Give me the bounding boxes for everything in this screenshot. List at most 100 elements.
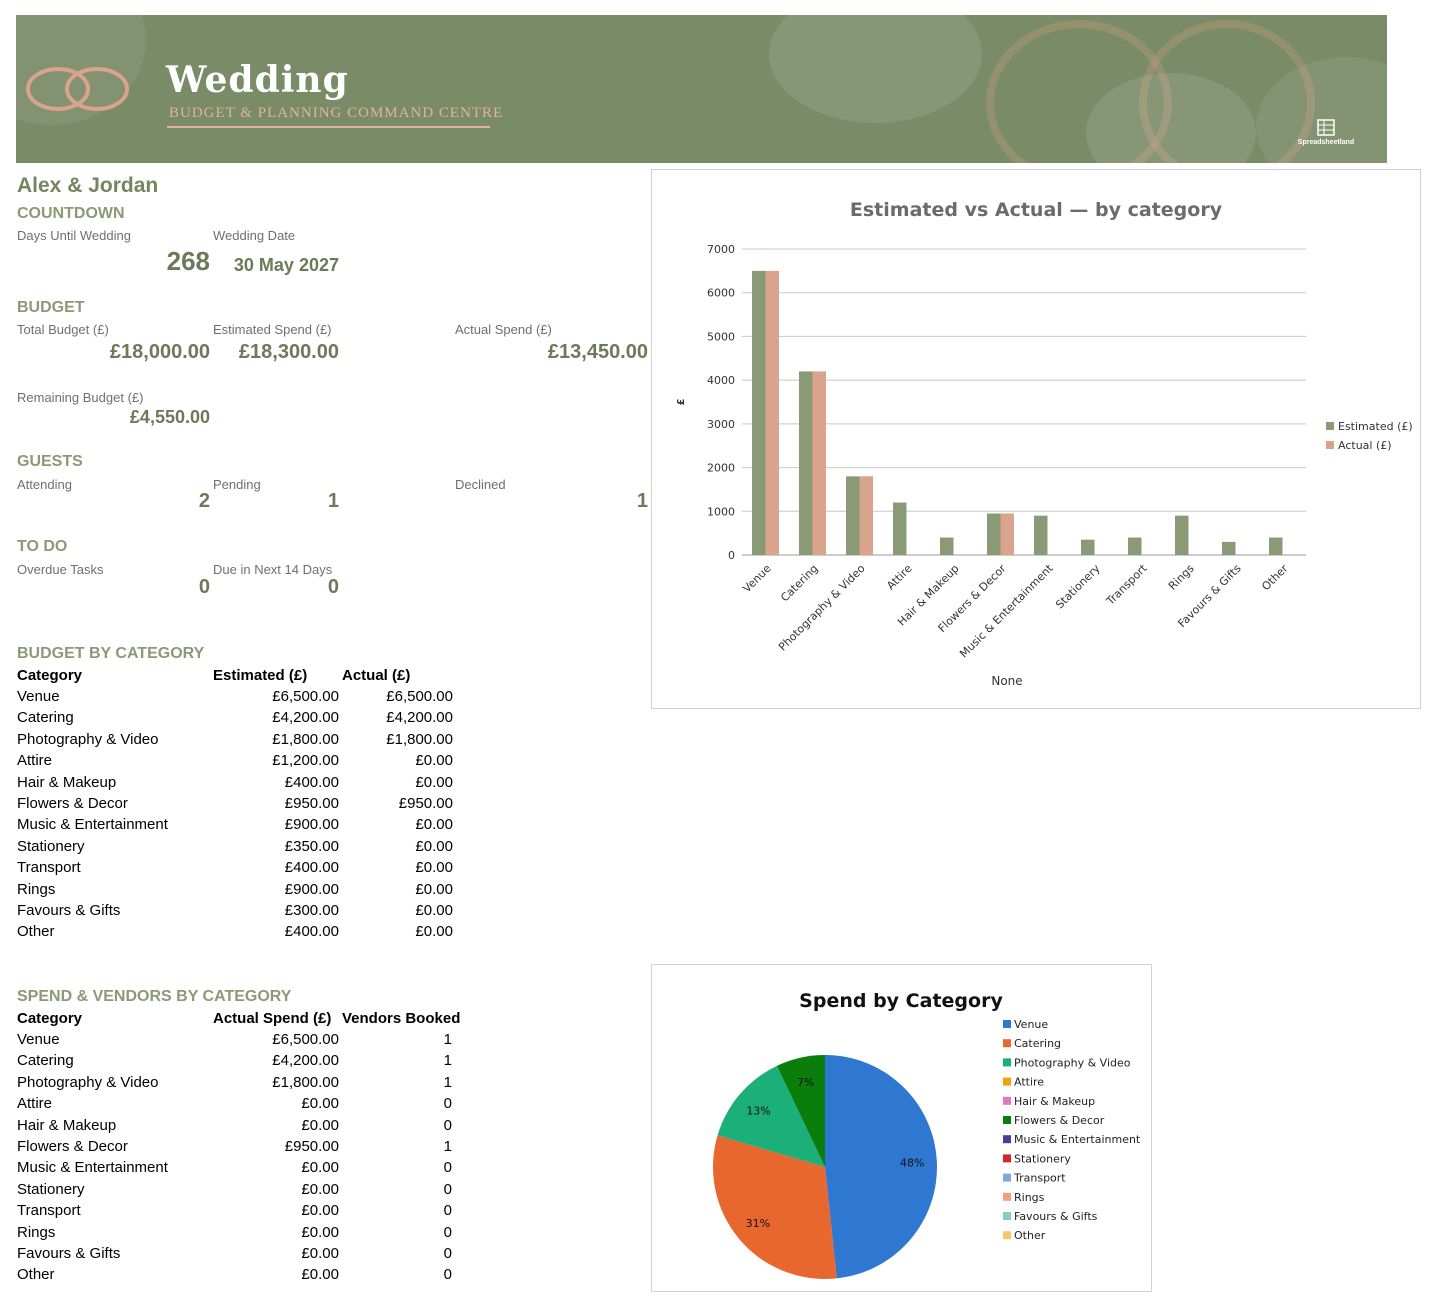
value-cell: £0.00 — [301, 1116, 339, 1134]
bar-actual — [859, 476, 873, 555]
value-cell-secondary: 0 — [443, 1159, 452, 1177]
legend-swatch — [1003, 1154, 1011, 1163]
value-cell-secondary: £0.00 — [415, 816, 453, 834]
x-tick-label: Music & Entertainment — [957, 561, 1056, 660]
category-cell: Photography & Video — [17, 1073, 159, 1091]
bar-estimated — [1034, 515, 1048, 555]
spend-vendors-table: Category Actual Spend (£) Vendors Booked… — [17, 1010, 467, 1288]
value-cell: £400.00 — [284, 923, 339, 941]
pie-slice — [717, 1065, 825, 1167]
table-row: Stationery £0.00 0 — [17, 1181, 467, 1202]
y-tick-label: 1000 — [707, 505, 735, 518]
value-cell-secondary: 0 — [443, 1202, 452, 1220]
attending-label: Attending — [17, 477, 72, 492]
vendor-table-heading: SPEND & VENDORS BY CATEGORY — [17, 988, 292, 1005]
banner-decor-circle — [1086, 73, 1256, 163]
pie-slice — [713, 1135, 837, 1279]
legend-label: Hair & Makeup — [1014, 1095, 1095, 1108]
value-cell-secondary: 1 — [443, 1052, 452, 1070]
value-cell-secondary: 0 — [443, 1180, 452, 1198]
value-cell: £0.00 — [301, 1244, 339, 1262]
value-cell: £0.00 — [301, 1180, 339, 1198]
category-cell: Stationery — [17, 1180, 85, 1198]
table-row: Venue £6,500.00 £6,500.00 — [17, 688, 457, 709]
value-cell: £900.00 — [284, 816, 339, 834]
table-row: Catering £4,200.00 1 — [17, 1052, 467, 1073]
bar-estimated — [1175, 515, 1189, 555]
estimated-spend-label: Estimated Spend (£) — [213, 322, 332, 337]
category-cell: Flowers & Decor — [17, 1137, 128, 1155]
table-row: Other £0.00 0 — [17, 1266, 467, 1287]
slice-label: 31% — [746, 1217, 770, 1230]
value-cell-secondary: 0 — [443, 1244, 452, 1262]
value-cell-secondary: £0.00 — [415, 752, 453, 770]
pending-value: 1 — [327, 490, 339, 512]
value-cell: £1,800.00 — [272, 1073, 339, 1091]
legend-swatch — [1003, 1020, 1011, 1028]
overdue-tasks-value: 0 — [198, 576, 210, 598]
remaining-budget-value: £4,550.00 — [129, 407, 210, 427]
legend-label: Stationery — [1014, 1152, 1071, 1165]
legend-swatch — [1003, 1116, 1011, 1124]
table-row: Favours & Gifts £0.00 0 — [17, 1245, 467, 1266]
spend-by-category-chart: Spend by Category 48% 31% 13% 7% Venue Caterin… — [713, 990, 1141, 1279]
value-cell-secondary: 1 — [443, 1031, 452, 1048]
legend-label: Attire — [1014, 1076, 1044, 1089]
table-row: Attire £0.00 0 — [17, 1095, 467, 1116]
column-header: Actual Spend (£) — [213, 1010, 332, 1027]
estimated-spend-value: £18,300.00 — [238, 341, 339, 363]
slice-label: 48% — [900, 1156, 924, 1169]
table-row: Favours & Gifts £300.00 £0.00 — [17, 902, 457, 923]
table-row: Flowers & Decor £950.00 1 — [17, 1138, 467, 1159]
value-cell-secondary: £0.00 — [415, 901, 453, 919]
table-row: Music & Entertainment £0.00 0 — [17, 1159, 467, 1180]
category-cell: Venue — [17, 688, 60, 705]
couple-names: Alex & Jordan — [17, 174, 159, 197]
x-tick-label: Attire — [884, 562, 915, 593]
value-cell-secondary: £0.00 — [415, 773, 453, 791]
value-cell: £950.00 — [284, 794, 339, 812]
table-body: Venue £6,500.00 £6,500.00 Catering £4,200.00… — [17, 688, 457, 945]
legend-label: Rings — [1014, 1191, 1045, 1204]
y-tick-label: 0 — [728, 549, 735, 562]
budget-heading: BUDGET — [17, 299, 85, 316]
logo-text: Spreadsheetland — [1297, 139, 1355, 146]
countdown-heading: COUNTDOWN — [17, 205, 125, 222]
remaining-budget-label: Remaining Budget (£) — [17, 390, 144, 405]
pending-label: Pending — [213, 477, 261, 492]
category-cell: Music & Entertainment — [17, 816, 168, 834]
legend-swatch — [1326, 422, 1334, 430]
value-cell: £900.00 — [284, 880, 339, 898]
legend-label: Catering — [1014, 1037, 1061, 1050]
y-tick-label: 3000 — [707, 418, 735, 431]
category-cell: Rings — [17, 1223, 56, 1241]
bar-chart-container[interactable]: Estimated vs Actual — by category 0 1000 20… — [651, 169, 1421, 709]
legend-label: Photography & Video — [1014, 1056, 1131, 1069]
legend-swatch — [1003, 1231, 1011, 1240]
value-cell: £0.00 — [301, 1159, 339, 1177]
value-cell-secondary: £0.00 — [415, 923, 453, 941]
column-header: Actual (£) — [342, 667, 411, 684]
spreadsheetland-logo: Spreadsheetland — [1291, 119, 1361, 151]
value-cell-secondary: £0.00 — [415, 837, 453, 855]
y-tick-label: 2000 — [707, 462, 735, 475]
pie-chart-container[interactable]: Spend by Category 48% 31% 13% 7% Venue Caterin… — [651, 964, 1152, 1292]
category-cell: Attire — [17, 1095, 53, 1113]
slice-label: 7% — [797, 1076, 814, 1089]
pie-slice — [825, 1055, 938, 1279]
y-axis-label: £ — [676, 398, 687, 405]
category-cell: Attire — [17, 752, 53, 770]
category-cell: Catering — [17, 709, 74, 727]
y-tick-label: 5000 — [707, 330, 735, 343]
table-row: Transport £0.00 0 — [17, 1202, 467, 1223]
banner-subtitle: BUDGET & PLANNING COMMAND CENTRE — [169, 105, 504, 121]
legend-label: Flowers & Decor — [1014, 1114, 1105, 1127]
table-row: Catering £4,200.00 £4,200.00 — [17, 709, 457, 730]
declined-value: 1 — [636, 490, 648, 512]
category-cell: Photography & Video — [17, 730, 159, 748]
category-cell: Music & Entertainment — [17, 1159, 168, 1177]
category-cell: Favours & Gifts — [17, 1244, 121, 1262]
column-header: Category — [17, 667, 83, 684]
legend-swatch — [1003, 1135, 1011, 1144]
category-cell: Catering — [17, 1052, 74, 1070]
